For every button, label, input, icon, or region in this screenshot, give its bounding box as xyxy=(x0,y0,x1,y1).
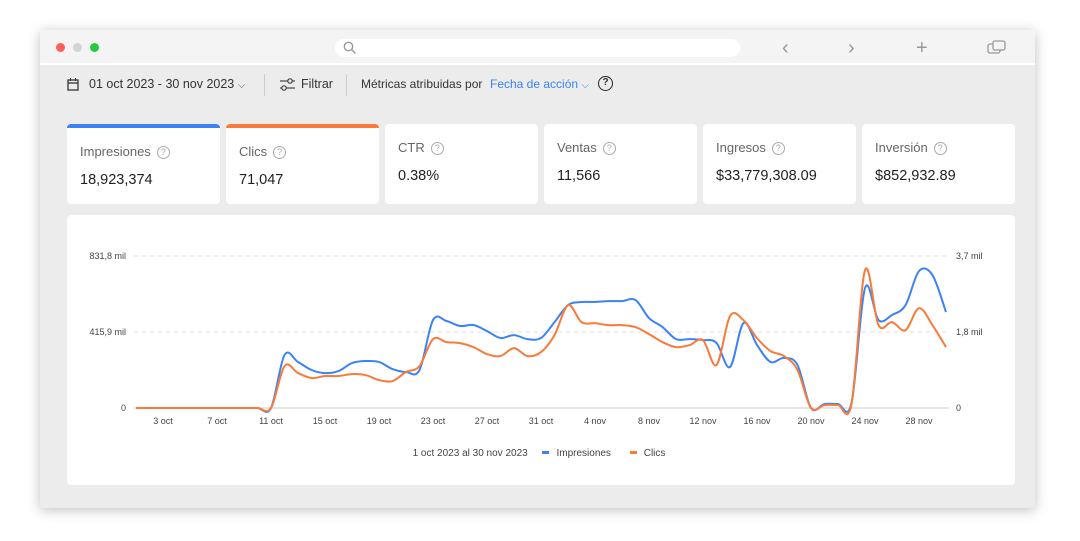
legend-label: Impresiones xyxy=(556,448,611,459)
x-tick-label: 27 oct xyxy=(475,416,500,426)
line-chart: 0 0 415,9 mil 1,8 mil 831,8 mil 3,7 mil 3 oct 7… xyxy=(89,251,983,426)
x-tick-label: 19 oct xyxy=(367,416,392,426)
legend-item-impressions[interactable]: Impresiones xyxy=(538,448,614,459)
series-line-impresiones xyxy=(136,267,947,413)
tabs-overview-icon[interactable] xyxy=(987,40,1007,55)
chart-panel: 0 0 415,9 mil 1,8 mil 831,8 mil 3,7 mil 3 oct 7… xyxy=(67,215,1015,485)
metric-label: Ventas xyxy=(557,140,597,155)
back-icon[interactable]: ‹ xyxy=(782,37,789,59)
help-icon[interactable]: ? xyxy=(430,142,444,155)
x-tick-label: 8 nov xyxy=(638,416,661,426)
metric-value: $33,779,308.09 xyxy=(716,168,817,184)
x-tick-label: 3 oct xyxy=(153,416,173,426)
metric-card-spend[interactable]: Inversión? $852,932.89 xyxy=(862,124,1015,204)
metric-value: 18,923,374 xyxy=(80,172,153,188)
x-tick-label: 23 oct xyxy=(421,416,446,426)
filter-button[interactable]: Filtrar xyxy=(301,77,333,91)
divider xyxy=(264,74,265,96)
metric-card-clicks[interactable]: Clics? 71,047 xyxy=(226,124,379,204)
metric-card-ctr[interactable]: CTR? 0.38% xyxy=(385,124,538,204)
metric-label: Clics xyxy=(239,144,268,159)
y-left-tick-label: 0 xyxy=(121,403,126,413)
x-tick-label: 4 nov xyxy=(584,416,607,426)
browser-window: ‹ › + 01 oct 2023 - 30 nov 2023 ⌵ Filtra… xyxy=(40,30,1035,508)
new-tab-icon[interactable]: + xyxy=(916,37,928,59)
metric-value: $852,932.89 xyxy=(875,168,956,184)
x-tick-label: 16 nov xyxy=(743,416,771,426)
minimize-window-button[interactable] xyxy=(73,43,82,52)
metric-card-impressions[interactable]: Impresiones? 18,923,374 xyxy=(67,124,220,204)
help-icon[interactable]: ? xyxy=(156,146,170,159)
y-left-tick-label: 831,8 mil xyxy=(89,251,126,261)
help-icon[interactable]: ? xyxy=(771,142,785,155)
help-icon[interactable]: ? xyxy=(273,146,287,159)
chevron-down-icon: ⌵ xyxy=(237,80,246,91)
maximize-window-button[interactable] xyxy=(90,43,99,52)
search-icon xyxy=(343,41,356,54)
x-tick-label: 12 nov xyxy=(689,416,717,426)
legend-swatch xyxy=(542,451,550,454)
filter-sliders-icon xyxy=(280,78,295,91)
forward-icon[interactable]: › xyxy=(848,37,855,59)
metric-label: Inversión xyxy=(875,140,928,155)
x-tick-label: 20 nov xyxy=(797,416,825,426)
legend-swatch xyxy=(629,451,637,454)
date-range-picker[interactable]: 01 oct 2023 - 30 nov 2023 ⌵ xyxy=(89,77,245,91)
metric-value: 71,047 xyxy=(239,172,284,188)
metric-label: CTR xyxy=(398,140,425,155)
x-tick-label: 24 nov xyxy=(851,416,879,426)
close-window-button[interactable] xyxy=(56,43,65,52)
metric-card-sales[interactable]: Ventas? 11,566 xyxy=(544,124,697,204)
calendar-icon xyxy=(67,78,79,91)
date-range-label: 01 oct 2023 - 30 nov 2023 xyxy=(89,77,235,91)
help-icon[interactable]: ? xyxy=(598,76,613,91)
attribution-label: Métricas atribuidas por xyxy=(361,77,483,91)
x-tick-label: 31 oct xyxy=(529,416,554,426)
title-bar: ‹ › + xyxy=(40,30,1035,65)
toolbar: 01 oct 2023 - 30 nov 2023 ⌵ Filtrar Métr… xyxy=(40,65,1035,105)
x-tick-label: 11 oct xyxy=(259,416,283,426)
series-line-clics xyxy=(136,267,947,416)
help-icon[interactable]: ? xyxy=(602,142,616,155)
y-right-tick-label: 3,7 mil xyxy=(956,251,983,261)
chart-legend: 1 oct 2023 al 30 nov 2023 Impresiones Cl… xyxy=(67,448,1015,459)
attribution-dropdown[interactable]: Fecha de acción ⌵ xyxy=(490,77,589,91)
legend-period: 1 oct 2023 al 30 nov 2023 xyxy=(412,448,528,459)
x-tick-label: 28 nov xyxy=(905,416,933,426)
metric-label: Ingresos xyxy=(716,140,766,155)
y-right-tick-label: 1,8 mil xyxy=(956,327,983,337)
y-right-tick-label: 0 xyxy=(956,403,961,413)
x-tick-label: 15 oct xyxy=(313,416,338,426)
x-tick-label: 7 oct xyxy=(207,416,227,426)
metric-value: 0.38% xyxy=(398,168,440,184)
attribution-value: Fecha de acción xyxy=(490,77,579,91)
legend-label: Clics xyxy=(643,448,666,459)
metric-card-revenue[interactable]: Ingresos? $33,779,308.09 xyxy=(703,124,856,204)
y-left-tick-label: 415,9 mil xyxy=(89,327,126,337)
chevron-down-icon: ⌵ xyxy=(581,80,589,91)
divider xyxy=(346,74,347,96)
metric-label: Impresiones xyxy=(80,144,151,159)
metric-value: 11,566 xyxy=(557,168,601,184)
legend-item-clicks[interactable]: Clics xyxy=(626,448,670,459)
address-bar[interactable] xyxy=(335,39,740,57)
help-icon[interactable]: ? xyxy=(933,142,947,155)
